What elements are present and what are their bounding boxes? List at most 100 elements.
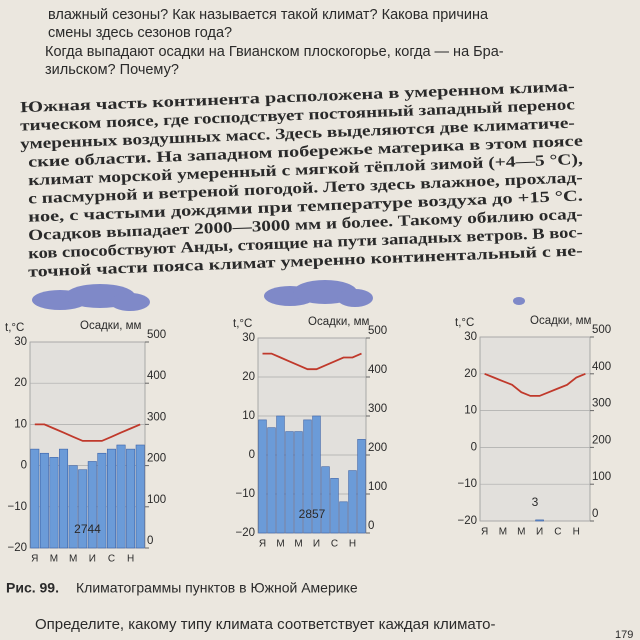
month-label: М bbox=[69, 554, 77, 565]
y2-axis-label: Осадки, мм bbox=[308, 316, 370, 328]
month-label: С bbox=[331, 539, 338, 550]
question-line: Когда выпадают осадки на Гвианском плоск… bbox=[45, 44, 504, 60]
y-tick-label: −10 bbox=[7, 501, 27, 513]
precipitation-bar bbox=[78, 469, 88, 549]
y-tick-label: −20 bbox=[235, 527, 255, 539]
month-label: И bbox=[313, 539, 320, 550]
y-tick-label: 0 bbox=[249, 449, 255, 461]
month-label: И bbox=[536, 527, 543, 538]
month-label: М bbox=[499, 527, 507, 538]
y2-tick-label: 500 bbox=[147, 329, 166, 341]
month-label: Я bbox=[481, 527, 488, 538]
precipitation-bar bbox=[330, 478, 339, 534]
caption-text: Климатограммы пунктов в Южной Америке bbox=[76, 580, 358, 596]
precipitation-bar bbox=[39, 452, 49, 549]
precipitation-total: 3 bbox=[532, 495, 539, 509]
y-tick-label: 20 bbox=[464, 368, 477, 380]
precipitation-bar bbox=[312, 415, 321, 534]
precipitation-bar bbox=[49, 457, 59, 549]
y2-tick-label: 300 bbox=[368, 403, 387, 415]
y-tick-label: −20 bbox=[7, 542, 27, 554]
precipitation-bar bbox=[258, 419, 267, 534]
precipitation-bar bbox=[276, 415, 285, 534]
y-tick-label: −10 bbox=[235, 488, 255, 500]
precipitation-total: 2744 bbox=[74, 522, 101, 536]
precipitation-bar bbox=[285, 431, 294, 534]
month-label: М bbox=[276, 539, 284, 550]
y-tick-label: 30 bbox=[464, 331, 477, 343]
month-label: Я bbox=[259, 539, 266, 550]
y-tick-label: 30 bbox=[242, 332, 255, 344]
y2-tick-label: 500 bbox=[368, 325, 387, 337]
month-label: М bbox=[517, 527, 525, 538]
y-tick-label: −10 bbox=[457, 478, 477, 490]
question-line: смены здесь сезонов года? bbox=[48, 25, 232, 41]
precipitation-bar bbox=[267, 427, 276, 534]
precipitation-bar bbox=[116, 444, 126, 549]
month-label: М bbox=[294, 539, 302, 550]
precipitation-bar bbox=[294, 431, 303, 534]
precipitation-bar bbox=[59, 448, 69, 549]
precipitation-bar bbox=[535, 519, 544, 522]
question-line: влажный сезоны? Как называется такой кли… bbox=[48, 7, 489, 23]
plot-area bbox=[257, 337, 367, 534]
y-tick-label: 20 bbox=[14, 377, 27, 389]
y2-tick-label: 0 bbox=[368, 520, 374, 532]
month-label: Н bbox=[349, 539, 356, 550]
precipitation-bar bbox=[68, 465, 78, 549]
precipitation-total: 2857 bbox=[299, 507, 326, 521]
precipitation-bar bbox=[321, 466, 330, 534]
y2-tick-label: 400 bbox=[147, 370, 166, 382]
month-label: Я bbox=[31, 554, 38, 565]
precipitation-bar bbox=[348, 470, 357, 534]
y-tick-label: 20 bbox=[242, 371, 255, 383]
month-label: Н bbox=[127, 554, 134, 565]
y2-tick-label: 400 bbox=[592, 361, 611, 373]
precipitation-bar bbox=[339, 501, 348, 534]
y2-tick-label: 300 bbox=[147, 411, 166, 423]
y2-axis-label: Осадки, мм bbox=[530, 315, 592, 327]
month-label: С bbox=[108, 554, 115, 565]
y-tick-label: 10 bbox=[464, 405, 477, 417]
y2-tick-label: 500 bbox=[592, 324, 611, 336]
y2-axis-label: Осадки, мм bbox=[80, 320, 142, 332]
page-number: 179 bbox=[615, 629, 633, 640]
temperature-line bbox=[262, 352, 362, 371]
caption-label: Рис. 99. bbox=[6, 580, 59, 596]
cloud-icons bbox=[32, 280, 525, 311]
y2-tick-label: 400 bbox=[368, 364, 387, 376]
precipitation-bar bbox=[135, 444, 145, 549]
precipitation-bar bbox=[357, 439, 366, 534]
plot-area bbox=[479, 336, 591, 522]
y-tick-label: 10 bbox=[242, 410, 255, 422]
y-tick-label: 0 bbox=[471, 441, 477, 453]
y-tick-label: 0 bbox=[21, 460, 27, 472]
y2-tick-label: 100 bbox=[368, 481, 387, 493]
precipitation-bar bbox=[30, 448, 40, 549]
y-tick-label: 10 bbox=[14, 418, 27, 430]
plot-area bbox=[29, 341, 146, 549]
precipitation-bar bbox=[303, 419, 312, 534]
y-tick-label: −20 bbox=[457, 515, 477, 527]
temperature-line bbox=[34, 423, 141, 442]
y2-tick-label: 300 bbox=[592, 398, 611, 410]
y2-tick-label: 200 bbox=[592, 434, 611, 446]
month-label: Н bbox=[573, 527, 580, 538]
y2-tick-label: 0 bbox=[592, 508, 598, 520]
month-label: И bbox=[89, 554, 96, 565]
precipitation-bar bbox=[106, 448, 116, 549]
temperature-line bbox=[484, 372, 586, 397]
precipitation-bar bbox=[87, 461, 97, 549]
month-label: С bbox=[554, 527, 561, 538]
y2-tick-label: 200 bbox=[147, 453, 166, 465]
y2-tick-label: 0 bbox=[147, 535, 153, 547]
precipitation-bar bbox=[97, 452, 107, 549]
y2-tick-label: 100 bbox=[592, 471, 611, 483]
question-line: зильском? Почему? bbox=[45, 62, 179, 78]
y-axis-label: t,°C bbox=[5, 322, 24, 334]
question: Определите, какому типу климата соответс… bbox=[35, 616, 496, 633]
y2-tick-label: 200 bbox=[368, 442, 387, 454]
precipitation-bar bbox=[126, 448, 136, 549]
y-tick-label: 30 bbox=[14, 336, 27, 348]
